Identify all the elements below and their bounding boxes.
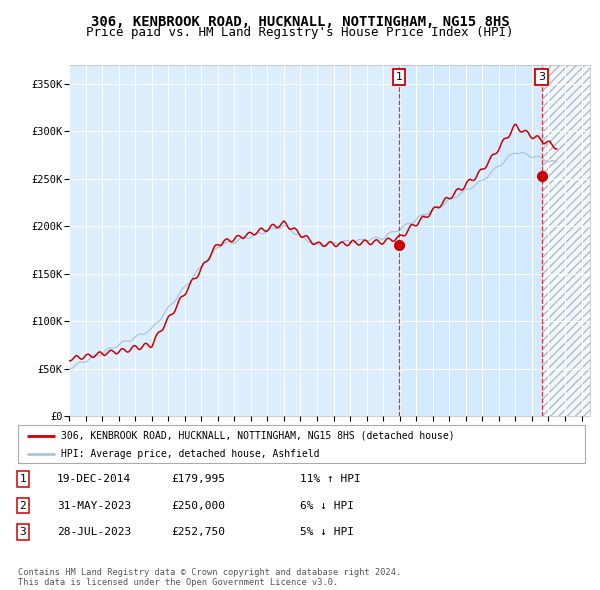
- Text: 1: 1: [19, 474, 26, 484]
- Text: 306, KENBROOK ROAD, HUCKNALL, NOTTINGHAM, NG15 8HS: 306, KENBROOK ROAD, HUCKNALL, NOTTINGHAM…: [91, 15, 509, 29]
- Text: £179,995: £179,995: [171, 474, 225, 484]
- Text: 1: 1: [395, 72, 403, 82]
- Bar: [399, 65, 542, 416]
- Text: 19-DEC-2014: 19-DEC-2014: [57, 474, 131, 484]
- Text: £250,000: £250,000: [171, 501, 225, 510]
- Text: Contains HM Land Registry data © Crown copyright and database right 2024.
This d: Contains HM Land Registry data © Crown c…: [18, 568, 401, 587]
- Text: 11% ↑ HPI: 11% ↑ HPI: [300, 474, 361, 484]
- Bar: [542, 65, 590, 416]
- Text: 3: 3: [19, 527, 26, 537]
- Text: 306, KENBROOK ROAD, HUCKNALL, NOTTINGHAM, NG15 8HS (detached house): 306, KENBROOK ROAD, HUCKNALL, NOTTINGHAM…: [61, 431, 454, 441]
- Text: 31-MAY-2023: 31-MAY-2023: [57, 501, 131, 510]
- Text: 6% ↓ HPI: 6% ↓ HPI: [300, 501, 354, 510]
- Text: 2: 2: [19, 501, 26, 510]
- Text: 5% ↓ HPI: 5% ↓ HPI: [300, 527, 354, 537]
- Text: £252,750: £252,750: [171, 527, 225, 537]
- Text: 3: 3: [538, 72, 545, 82]
- FancyBboxPatch shape: [18, 425, 585, 463]
- Text: 28-JUL-2023: 28-JUL-2023: [57, 527, 131, 537]
- Text: Price paid vs. HM Land Registry's House Price Index (HPI): Price paid vs. HM Land Registry's House …: [86, 26, 514, 39]
- Text: HPI: Average price, detached house, Ashfield: HPI: Average price, detached house, Ashf…: [61, 448, 319, 458]
